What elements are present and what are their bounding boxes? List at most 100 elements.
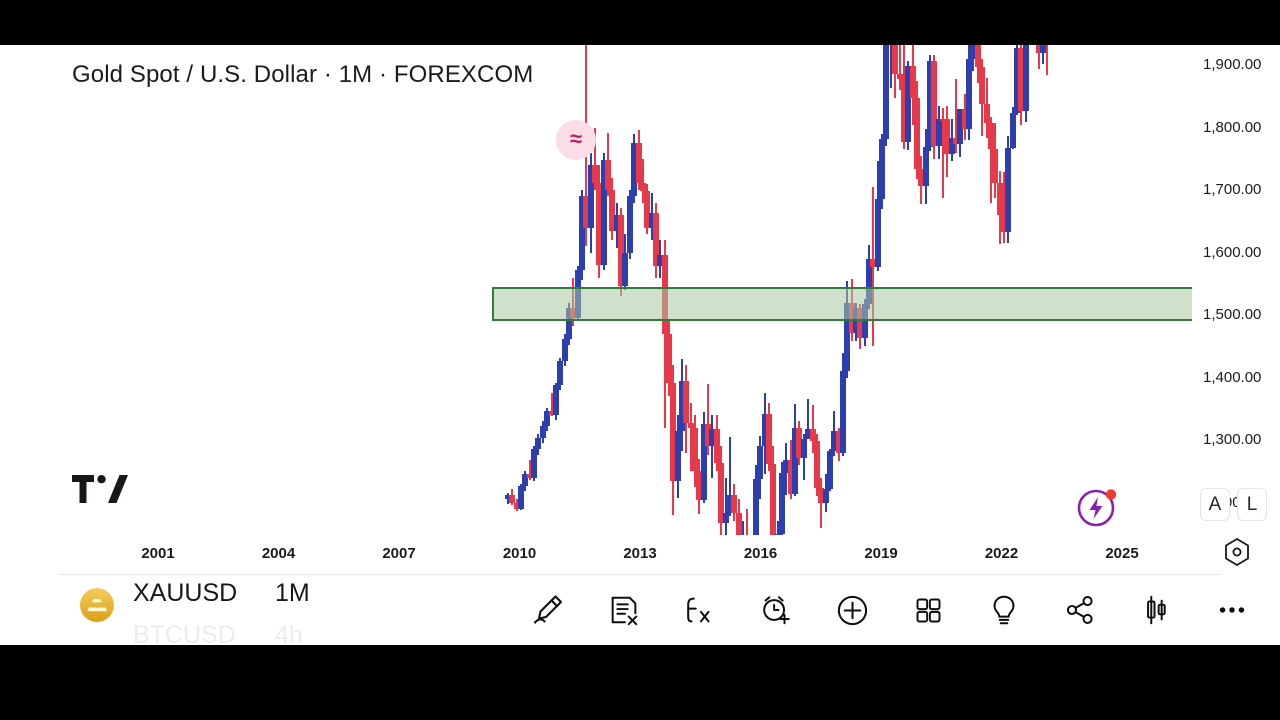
symbol-timeframe-picker[interactable]: USDJPY 1W bbox=[0, 575, 440, 645]
tradingview-app: Gold Spot / U.S. Dollar · 1M · FOREXCOM … bbox=[0, 45, 1280, 645]
candle-body bbox=[979, 66, 986, 105]
candle-body bbox=[552, 385, 559, 415]
candle-body bbox=[909, 66, 916, 98]
candle-body bbox=[866, 259, 873, 305]
candle-body bbox=[761, 413, 768, 447]
chart-pane[interactable]: Gold Spot / U.S. Dollar · 1M · FOREXCOM … bbox=[0, 45, 1195, 535]
candle-wick bbox=[711, 415, 714, 478]
candle-body bbox=[783, 460, 790, 473]
candle-body bbox=[592, 165, 598, 183]
candle-body bbox=[548, 411, 555, 415]
candle-body bbox=[757, 446, 764, 479]
candle-body bbox=[635, 142, 642, 183]
pencil-icon bbox=[530, 592, 566, 628]
candle-body bbox=[535, 437, 542, 450]
candle-body bbox=[1040, 45, 1047, 54]
price-axis[interactable]: 1,900.00 1,800.00 1,700.00 1,600.00 1,500.00… bbox=[1195, 45, 1280, 535]
candle-body bbox=[870, 259, 877, 267]
chart-toolbar bbox=[510, 575, 1280, 645]
candle-body bbox=[766, 413, 772, 464]
chart-type-button[interactable] bbox=[1118, 575, 1194, 645]
indicators-button[interactable] bbox=[662, 575, 738, 645]
time-axis-label: 2004 bbox=[261, 545, 296, 562]
candle-body bbox=[839, 371, 846, 453]
candle-wick bbox=[746, 508, 749, 535]
candle-wick bbox=[898, 45, 901, 90]
candle-body bbox=[683, 381, 690, 423]
bottom-bar: USDJPY 1W bbox=[0, 575, 1280, 645]
candle-body bbox=[970, 45, 977, 60]
price-axis-label: 1,600.00 bbox=[1203, 243, 1262, 261]
candle-body bbox=[700, 423, 707, 500]
candle-body bbox=[992, 149, 999, 184]
candle-wick bbox=[594, 127, 596, 190]
candlestick-icon bbox=[1139, 593, 1173, 627]
candle-wick bbox=[807, 398, 810, 439]
share-button[interactable] bbox=[1042, 575, 1118, 645]
add-button[interactable] bbox=[814, 575, 890, 645]
ideas-button[interactable] bbox=[966, 575, 1042, 645]
candle-body bbox=[687, 422, 694, 428]
candle-body bbox=[696, 471, 703, 500]
candle-body bbox=[905, 66, 912, 142]
time-axis-label: 2016 bbox=[743, 545, 778, 562]
candle-wick bbox=[1046, 45, 1049, 75]
candle-body bbox=[900, 78, 907, 142]
time-axis-label: 2022 bbox=[984, 545, 1019, 562]
candle-body bbox=[844, 302, 851, 372]
draw-tool-button[interactable] bbox=[510, 575, 586, 645]
gold-bars-icon bbox=[80, 588, 114, 622]
hexagon-settings-icon[interactable] bbox=[1222, 537, 1252, 567]
candle-body bbox=[665, 333, 672, 383]
alerts-button[interactable] bbox=[738, 575, 814, 645]
candle-body bbox=[818, 487, 825, 503]
remove-objects-button[interactable] bbox=[586, 575, 662, 645]
candle-body bbox=[987, 123, 994, 150]
log-scale-button[interactable]: L bbox=[1237, 488, 1267, 521]
candle-body bbox=[974, 45, 981, 67]
price-axis-label: 1,800.00 bbox=[1203, 118, 1262, 136]
chart-title[interactable]: Gold Spot / U.S. Dollar · 1M · FOREXCOM bbox=[72, 61, 534, 88]
candle-body bbox=[913, 97, 920, 169]
candle-body bbox=[713, 428, 720, 463]
candle-body bbox=[518, 486, 525, 509]
approx-badge[interactable]: ≈ bbox=[556, 120, 596, 160]
letterbox-top bbox=[0, 0, 1280, 45]
layouts-button[interactable] bbox=[890, 575, 966, 645]
candle-body bbox=[1035, 45, 1042, 54]
candle-body bbox=[522, 473, 529, 487]
candle-wick bbox=[1002, 171, 1005, 243]
time-axis[interactable]: 2001 2004 2007 2010 2013 2016 2019 2022 2025 bbox=[0, 535, 1195, 575]
candle-body bbox=[1000, 215, 1007, 232]
candle-wick bbox=[641, 158, 644, 203]
candle-body bbox=[670, 382, 677, 482]
candle-wick bbox=[707, 383, 710, 455]
candle-body bbox=[874, 198, 881, 267]
candle-body bbox=[796, 427, 803, 458]
candle-body bbox=[1005, 147, 1012, 232]
letterbox-bottom bbox=[0, 645, 1280, 720]
candle-body bbox=[1009, 112, 1016, 148]
candle-body bbox=[813, 441, 820, 488]
candle-body bbox=[926, 61, 933, 147]
candle-body bbox=[557, 361, 564, 385]
candle-body bbox=[779, 472, 786, 534]
auto-scale-button[interactable]: A bbox=[1200, 488, 1230, 521]
candle-wick bbox=[776, 521, 779, 535]
candle-body bbox=[922, 146, 929, 186]
candle-body bbox=[961, 109, 968, 130]
candle-body bbox=[618, 215, 625, 287]
price-axis-label: 1,300.00 bbox=[1203, 431, 1262, 448]
candle-body bbox=[692, 427, 699, 472]
time-axis-label: 2019 bbox=[864, 545, 898, 562]
candle-body bbox=[809, 428, 816, 442]
candle-body bbox=[505, 495, 511, 500]
more-button[interactable] bbox=[1194, 575, 1270, 645]
lightning-badge-icon[interactable] bbox=[1076, 485, 1120, 529]
support-resistance-zone[interactable] bbox=[492, 286, 1192, 322]
candle-body bbox=[626, 196, 633, 253]
candle-body bbox=[953, 138, 960, 144]
share-icon bbox=[1063, 593, 1097, 627]
picker-symbol-selected: XAUUSD bbox=[133, 578, 238, 607]
